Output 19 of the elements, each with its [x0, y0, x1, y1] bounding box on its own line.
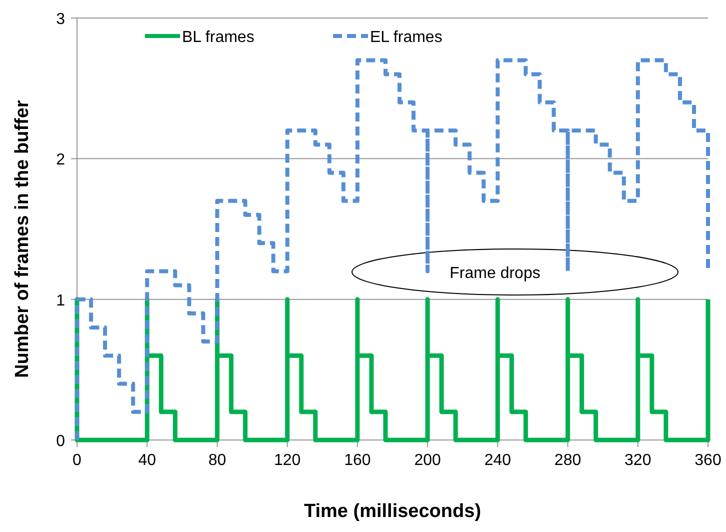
x-tick-label: 280	[554, 452, 582, 469]
legend-label: BL frames	[182, 29, 254, 46]
x-tick-label: 240	[484, 452, 512, 469]
x-tick-label: 80	[208, 452, 226, 469]
x-tick-label: 360	[694, 452, 722, 469]
x-axis-title: Time (milliseconds)	[304, 501, 482, 522]
x-tick-label: 120	[274, 452, 301, 469]
x-tick-label: 40	[138, 452, 156, 469]
annotation: Frame drops	[450, 265, 540, 282]
x-tick-label: 160	[344, 452, 371, 469]
y-tick-label: 1	[56, 292, 66, 310]
x-tick-label: 200	[414, 452, 441, 469]
y-tick-label: 0	[56, 433, 66, 450]
y-tick-label: 2	[56, 152, 66, 169]
x-tick-label: 320	[624, 452, 652, 469]
x-tick-label: 0	[72, 452, 82, 469]
y-tick-label: 3	[56, 11, 66, 28]
y-axis-title: Number of frames in the buffer	[12, 100, 33, 378]
legend-label: EL frames	[370, 29, 442, 46]
